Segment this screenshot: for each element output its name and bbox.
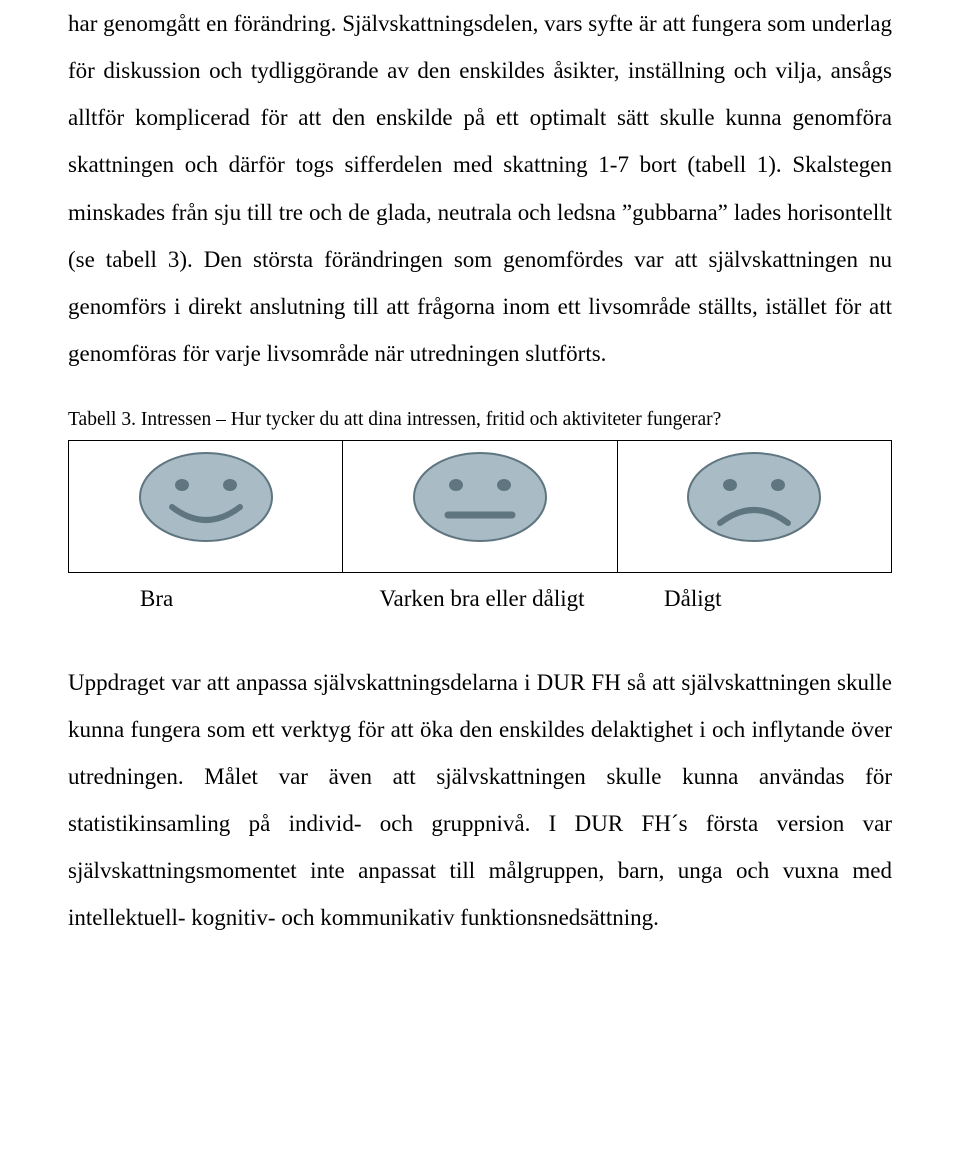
face-cell-bad xyxy=(617,441,891,572)
rating-face-table xyxy=(68,440,892,572)
label-bad: Dåligt xyxy=(596,583,892,615)
happy-face-icon xyxy=(134,449,278,545)
face-cell-good xyxy=(69,441,343,572)
face-cell-neutral xyxy=(343,441,617,572)
sad-face-icon xyxy=(682,449,826,545)
paragraph-2: Uppdraget var att anpassa självskattning… xyxy=(68,659,892,942)
neutral-face-icon xyxy=(408,449,552,545)
table-3-caption: Tabell 3. Intressen – Hur tycker du att … xyxy=(68,405,892,434)
paragraph-1: har genomgått en förändring. Självskattn… xyxy=(68,0,892,377)
document-page: har genomgått en förändring. Självskattn… xyxy=(0,0,960,1004)
label-good: Bra xyxy=(68,583,368,615)
label-neutral: Varken bra eller dåligt xyxy=(368,583,596,615)
table-row xyxy=(69,441,892,572)
rating-labels-row: Bra Varken bra eller dåligt Dåligt xyxy=(68,583,892,615)
